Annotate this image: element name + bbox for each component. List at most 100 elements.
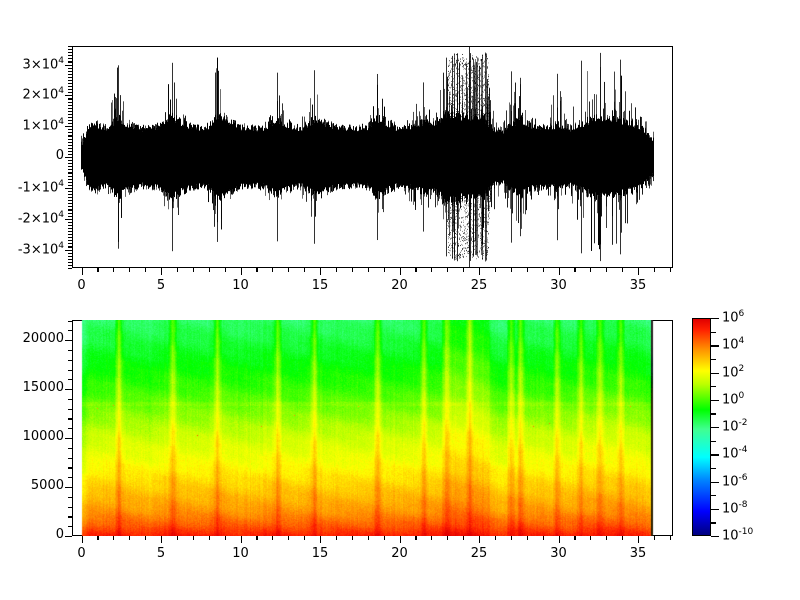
waveform-trace (72, 46, 673, 268)
x-tick-label: 30 (550, 278, 567, 293)
x-minor-tick (606, 536, 608, 540)
y-minor-tick (68, 46, 72, 48)
x-minor-tick (526, 536, 528, 540)
y-minor-tick (68, 240, 72, 242)
x-minor-tick (335, 536, 338, 540)
x-minor-tick (463, 536, 465, 540)
x-minor-tick (606, 268, 608, 272)
x-major-tick (638, 268, 640, 275)
x-minor-tick (494, 268, 497, 272)
y-major-tick (65, 438, 72, 440)
y-minor-tick (68, 58, 72, 60)
y-minor-tick (68, 166, 72, 168)
x-minor-tick (288, 268, 290, 272)
colorbar-major-tick (711, 318, 719, 320)
y-minor-tick (68, 52, 72, 54)
x-major-tick (558, 268, 560, 275)
y-minor-tick (68, 330, 72, 332)
x-minor-tick (256, 536, 258, 540)
y-major-tick (65, 249, 72, 251)
x-minor-tick (415, 536, 417, 540)
y-tick-label: 3×104 (22, 55, 64, 72)
x-minor-tick (288, 536, 290, 540)
x-minor-tick (272, 536, 274, 540)
x-tick-label: 10 (232, 546, 249, 561)
y-minor-tick (68, 268, 72, 270)
y-major-tick (65, 487, 72, 489)
x-minor-tick (113, 268, 115, 272)
x-minor-tick (367, 536, 369, 540)
y-minor-tick (68, 55, 72, 57)
x-major-tick (81, 536, 83, 543)
spectrogram-image (72, 320, 673, 536)
x-major-tick (399, 268, 401, 275)
x-major-tick (240, 536, 242, 543)
colorbar-major-tick (711, 345, 719, 347)
y-minor-tick (68, 132, 72, 134)
y-minor-tick (68, 197, 72, 199)
colorbar-tick-label: 10-4 (722, 445, 748, 462)
colorbar-minor-tick (711, 522, 716, 524)
y-minor-tick (68, 163, 72, 165)
y-minor-tick (68, 83, 72, 85)
y-minor-tick (68, 181, 72, 183)
y-minor-tick (68, 49, 72, 51)
y-major-tick (65, 340, 72, 342)
y-minor-tick (68, 175, 72, 177)
y-minor-tick (68, 212, 72, 214)
y-tick-label: 15000 (22, 380, 64, 396)
y-major-tick (65, 126, 72, 128)
y-tick-label: 2×104 (22, 86, 64, 103)
y-minor-tick (68, 129, 72, 131)
y-minor-tick (68, 221, 72, 223)
y-minor-tick (68, 258, 72, 260)
y-minor-tick (68, 147, 72, 149)
colorbar-minor-tick (711, 386, 716, 388)
y-major-tick (65, 64, 72, 66)
y-minor-tick (68, 184, 72, 186)
colorbar-tick-label: 10-6 (722, 472, 748, 489)
x-minor-tick (367, 268, 369, 272)
x-minor-tick (494, 536, 497, 540)
y-minor-tick (68, 447, 72, 449)
y-tick-label: 1×104 (22, 117, 64, 134)
colorbar-major-tick (711, 399, 719, 402)
y-major-tick (65, 218, 72, 220)
colorbar-tick-label: 10-10 (722, 527, 754, 544)
y-minor-tick (68, 209, 72, 211)
x-tick-label: 25 (470, 546, 488, 561)
x-minor-tick (574, 536, 576, 540)
y-minor-tick (68, 234, 72, 236)
colorbar-minor-tick (711, 467, 716, 470)
x-minor-tick (129, 536, 131, 540)
x-tick-label: 5 (156, 278, 166, 293)
y-minor-tick (68, 116, 72, 119)
colorbar-tick-label: 102 (722, 363, 745, 380)
y-minor-tick (68, 172, 72, 174)
y-minor-tick (68, 252, 72, 254)
y-minor-tick (68, 79, 72, 82)
x-minor-tick (351, 268, 353, 272)
x-minor-tick (304, 536, 306, 540)
x-minor-tick (176, 268, 179, 272)
x-minor-tick (97, 268, 99, 272)
x-minor-tick (669, 536, 671, 540)
y-minor-tick (68, 138, 72, 140)
spectrogram-plot-area (72, 320, 673, 536)
y-tick-label: 5000 (30, 478, 64, 493)
x-tick-label: 20 (391, 278, 408, 293)
x-major-tick (161, 268, 163, 275)
y-minor-tick (68, 359, 72, 361)
x-major-tick (161, 536, 163, 543)
y-minor-tick (68, 379, 72, 381)
x-tick-label: 30 (550, 546, 567, 561)
colorbar-minor-tick (711, 440, 716, 442)
y-minor-tick (68, 215, 72, 217)
y-minor-tick (68, 67, 72, 69)
y-minor-tick (68, 104, 72, 106)
x-minor-tick (653, 536, 656, 540)
x-minor-tick (383, 536, 385, 540)
y-minor-tick (68, 113, 72, 115)
y-minor-tick (68, 120, 72, 122)
y-tick-label: 20000 (22, 331, 64, 347)
